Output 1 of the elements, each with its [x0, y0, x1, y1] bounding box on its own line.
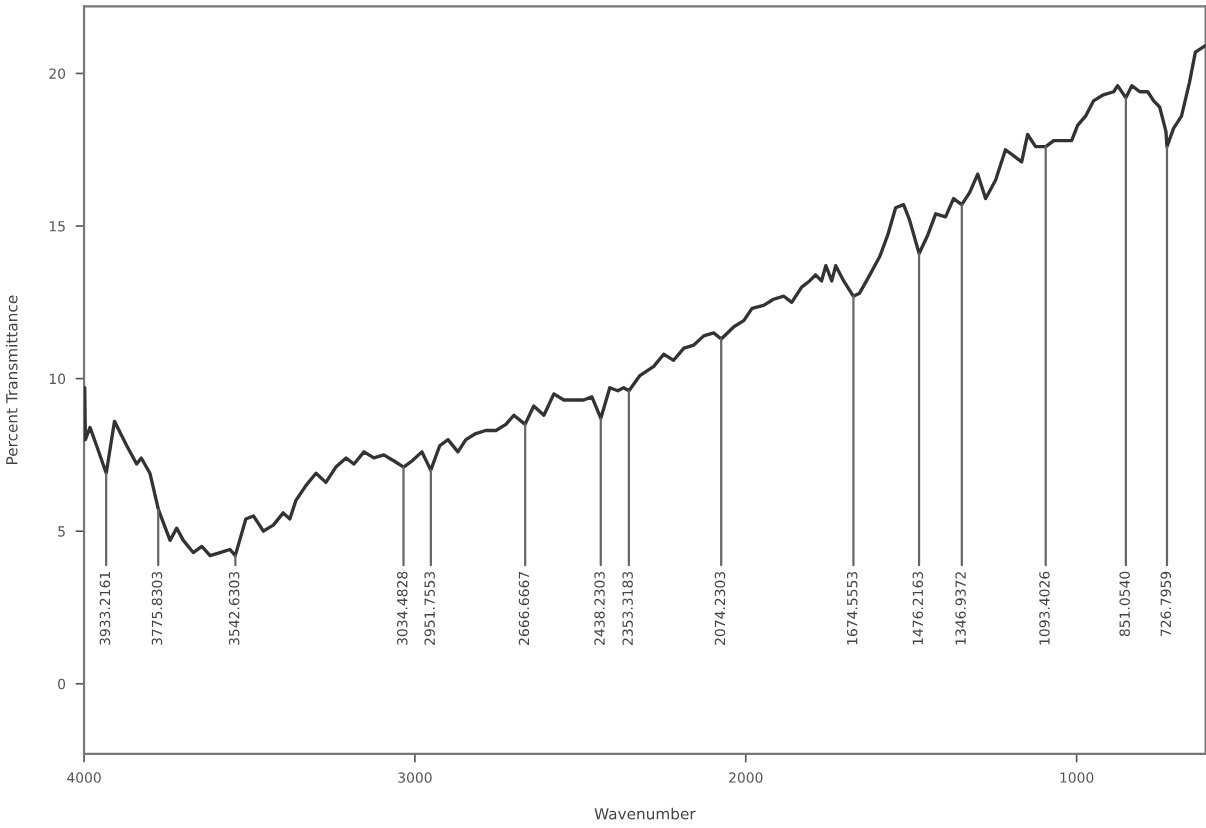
line-series [84, 44, 1206, 558]
